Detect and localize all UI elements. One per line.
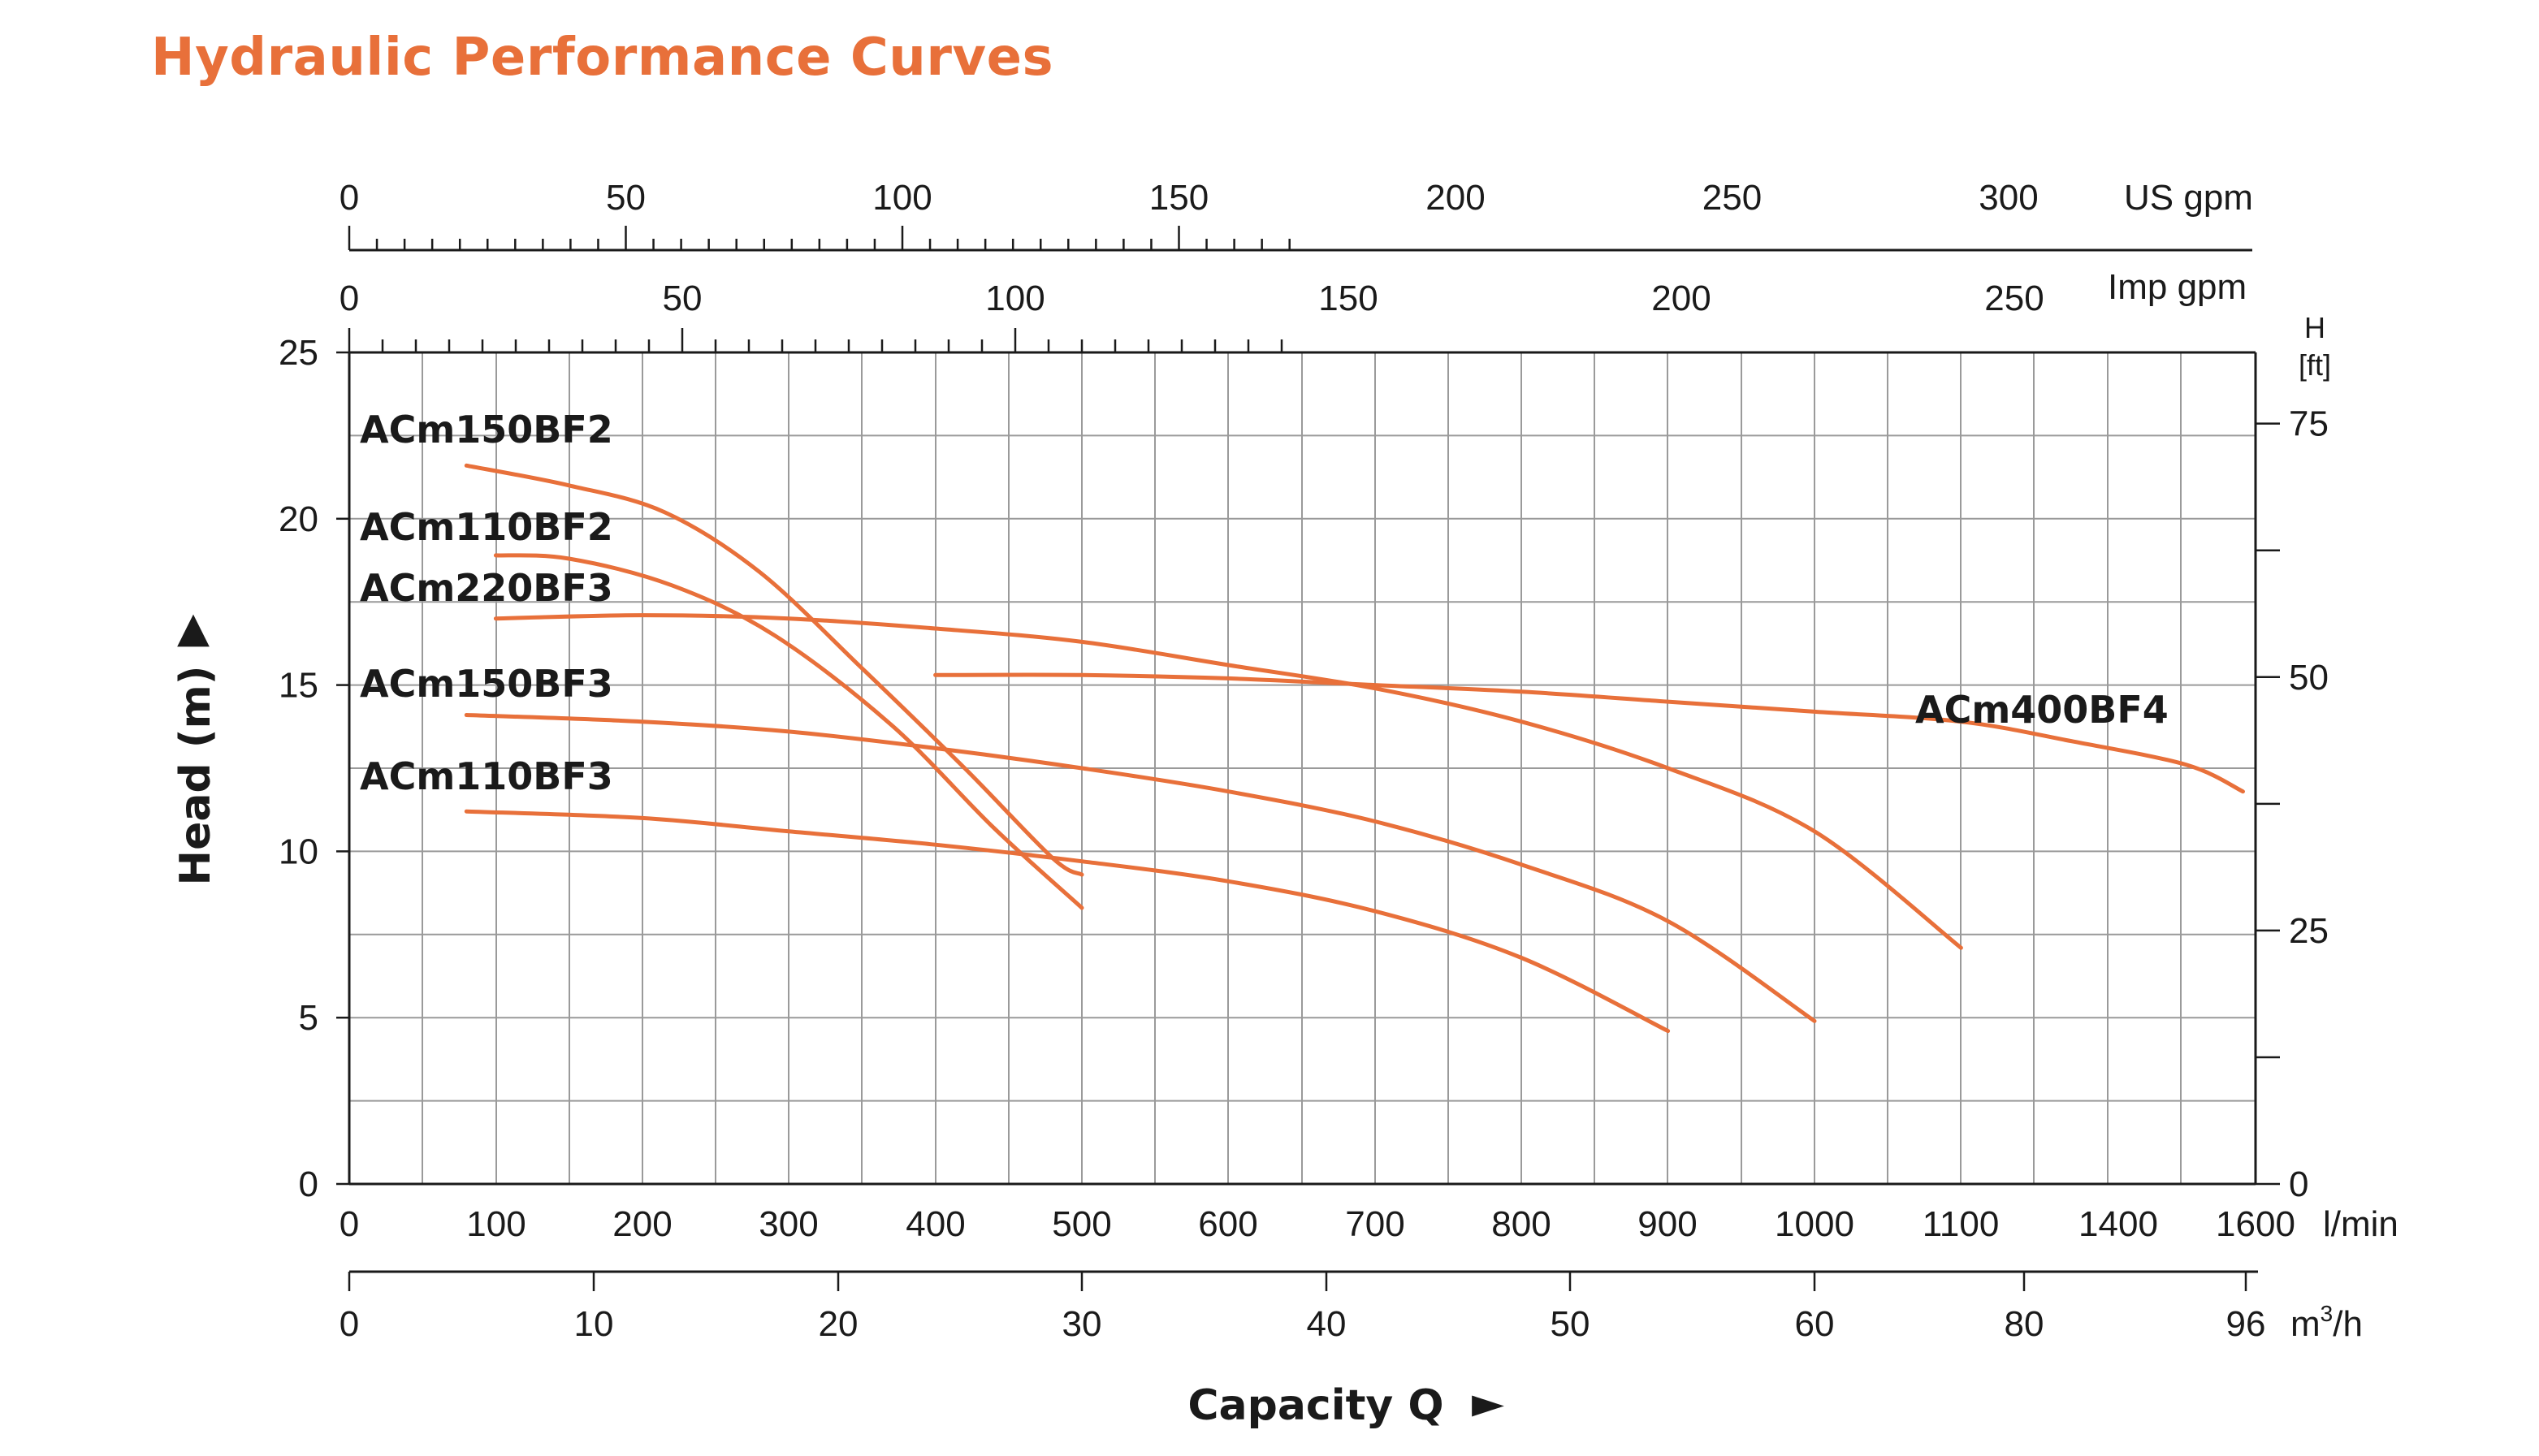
m3h-tick-label: 60	[1795, 1304, 1835, 1344]
y-tick-label: 0	[299, 1164, 318, 1204]
x-tick-label: 1400	[2078, 1204, 2158, 1244]
m3h-tick-label: 96	[2226, 1304, 2266, 1344]
tick-labels: 0 100 200 300 400 500 600 700 800 900 1000 1100 1400…	[279, 178, 2329, 1344]
y-tick-label: 10	[279, 832, 318, 871]
imp-gpm-tick-label: 50	[663, 279, 703, 318]
ft-tick-label: 75	[2289, 404, 2329, 444]
axes	[348, 248, 2258, 1273]
x-tick-label: 1600	[2216, 1204, 2295, 1244]
ft-tick-label: 50	[2289, 658, 2329, 698]
x-tick-label: 300	[759, 1204, 818, 1244]
series-line-acm150bf3	[464, 713, 1817, 1023]
series-label-acm220bf3: ACm220BF3	[360, 566, 613, 610]
x-tick-label: 700	[1345, 1204, 1404, 1244]
y-axis-arrow: ▲	[177, 603, 210, 652]
series-label-acm150bf2: ACm150BF2	[360, 408, 613, 451]
m3h-tick-label: 20	[819, 1304, 859, 1344]
m3h-tick-label: 10	[574, 1304, 614, 1344]
tick-marks	[336, 226, 2280, 1291]
head-ft-unit-h: H	[2304, 311, 2325, 344]
x-unit-lmin: l/min	[2323, 1204, 2398, 1244]
series-line-acm110bf3	[464, 809, 1671, 1034]
m3h-tick-label: 0	[340, 1304, 359, 1344]
m3h-tick-label: 30	[1062, 1304, 1102, 1344]
x-tick-label: 1100	[1923, 1204, 2000, 1244]
x-tick-label: 900	[1637, 1204, 1697, 1244]
x-tick-label: 600	[1198, 1204, 1257, 1244]
m3h-tick-label: 40	[1307, 1304, 1347, 1344]
series-label-acm400bf4: ACm400BF4	[1915, 688, 2169, 732]
head-ft-unit-ft: [ft]	[2299, 348, 2331, 382]
m3h-unit: m3/h	[2290, 1301, 2363, 1344]
ft-tick-label: 0	[2289, 1164, 2308, 1204]
x-tick-label: 200	[612, 1204, 672, 1244]
x-tick-label: 100	[466, 1204, 526, 1244]
us-gpm-tick-label: 250	[1702, 178, 1762, 218]
series-label-acm150bf3: ACm150BF3	[360, 662, 613, 706]
us-gpm-tick-label: 50	[606, 178, 646, 218]
imp-gpm-unit: Imp gpm	[2108, 267, 2247, 307]
y-tick-label: 20	[279, 499, 318, 539]
x-tick-label: 1000	[1775, 1204, 1854, 1244]
series-line-acm150bf2	[464, 463, 1084, 877]
series-label-acm110bf3: ACm110BF3	[360, 754, 613, 798]
m3h-unit-sup: 3	[2321, 1301, 2334, 1326]
imp-gpm-tick-label: 250	[1984, 279, 2044, 318]
series-line-acm220bf3	[493, 613, 1963, 950]
us-gpm-tick-label: 0	[340, 178, 359, 218]
us-gpm-tick-label: 100	[872, 178, 932, 218]
x-tick-label: 500	[1052, 1204, 1111, 1244]
x-axis-title: Capacity Q	[1187, 1381, 1443, 1430]
y-tick-label: 15	[279, 666, 318, 706]
x-axis-arrow: ►	[1472, 1379, 1504, 1428]
imp-gpm-tick-label: 150	[1318, 279, 1378, 318]
m3h-tick-label: 50	[1551, 1304, 1590, 1344]
imp-gpm-tick-label: 0	[340, 279, 359, 318]
m3h-tick-label: 80	[2005, 1304, 2044, 1344]
us-gpm-tick-label: 300	[1979, 178, 2038, 218]
x-tick-label: 800	[1491, 1204, 1551, 1244]
y-tick-label: 25	[279, 333, 318, 373]
series-label-acm110bf2: ACm110BF2	[360, 505, 613, 549]
x-tick-label: 0	[340, 1204, 359, 1244]
y-axis-title: Head (m)	[171, 666, 220, 886]
series-line-acm400bf4	[933, 672, 2245, 794]
series-line-acm110bf2	[493, 553, 1084, 910]
us-gpm-unit: US gpm	[2124, 178, 2253, 218]
m3h-unit-tail: /h	[2333, 1304, 2363, 1344]
x-tick-label: 400	[906, 1204, 965, 1244]
ft-tick-label: 25	[2289, 911, 2329, 951]
imp-gpm-tick-label: 200	[1651, 279, 1711, 318]
us-gpm-tick-label: 150	[1149, 178, 1209, 218]
y-tick-label: 5	[299, 998, 318, 1038]
series-lines	[464, 463, 2245, 1034]
m3h-unit-base: m	[2290, 1304, 2321, 1344]
imp-gpm-tick-label: 100	[985, 279, 1045, 318]
grid	[349, 352, 2256, 1184]
page-title: Hydraulic Performance Curves	[151, 28, 1054, 88]
us-gpm-tick-label: 200	[1425, 178, 1485, 218]
